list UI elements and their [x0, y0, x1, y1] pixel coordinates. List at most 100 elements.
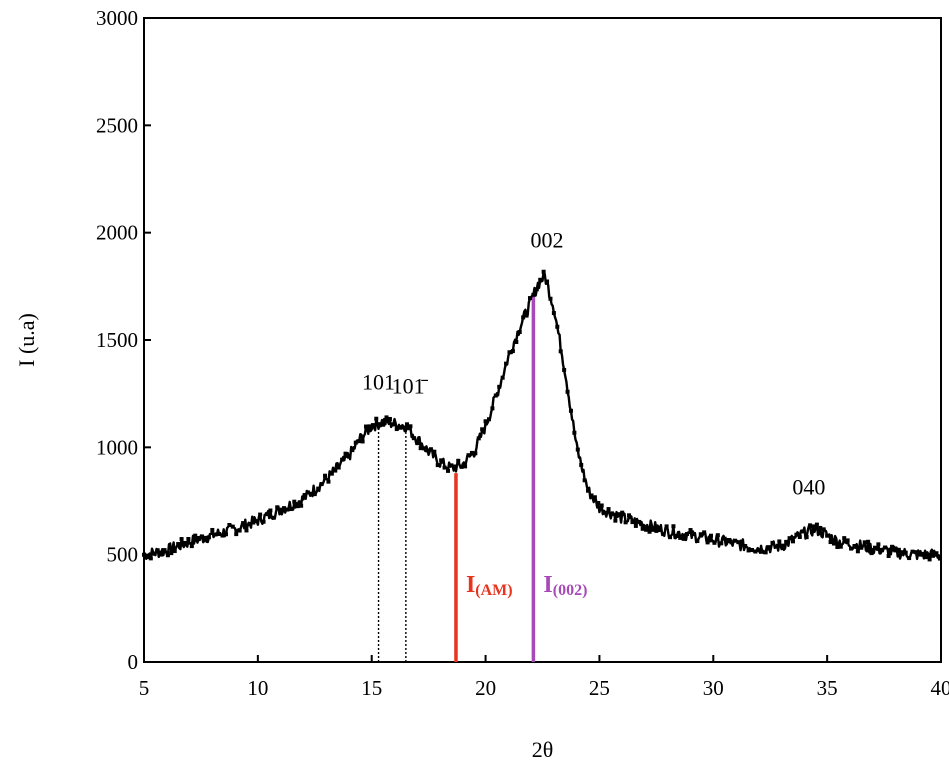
data-point [350, 448, 355, 453]
data-point [780, 543, 785, 548]
data-point [309, 491, 314, 496]
data-point [302, 493, 307, 498]
data-point [647, 529, 652, 534]
data-point [217, 531, 222, 536]
data-point [223, 532, 228, 537]
data-point [264, 512, 269, 517]
data-point [630, 520, 635, 525]
data-point [172, 549, 177, 554]
data-point [589, 493, 594, 498]
data-point [155, 548, 160, 553]
data-point [473, 451, 478, 456]
data-point [435, 463, 440, 468]
data-point [391, 422, 396, 427]
data-point [213, 532, 218, 537]
data-point [186, 536, 191, 541]
data-point [452, 464, 457, 469]
data-point [504, 361, 509, 366]
peak-label: 040 [792, 475, 825, 500]
data-point [575, 447, 580, 452]
data-point [869, 551, 874, 556]
data-point [425, 448, 430, 453]
data-point [756, 548, 761, 553]
data-point [364, 424, 369, 429]
data-point [623, 520, 628, 525]
data-point [917, 552, 922, 557]
data-point [282, 506, 287, 511]
data-point [872, 545, 877, 550]
data-point [176, 542, 181, 547]
series-line [143, 270, 943, 561]
intensity-line-label: I(002) [543, 572, 587, 599]
data-point [346, 454, 351, 459]
peak-label: 101̄ [392, 374, 429, 399]
data-point [258, 512, 263, 517]
data-point [681, 536, 686, 541]
data-point [565, 389, 570, 394]
data-point [524, 313, 529, 318]
data-point [285, 507, 290, 512]
data-point [814, 522, 819, 527]
data-point [459, 464, 464, 469]
data-point [456, 458, 461, 463]
data-point [247, 522, 252, 527]
data-point [357, 439, 362, 444]
data-point [370, 423, 375, 428]
x-tick-label: 35 [817, 676, 838, 700]
data-point [203, 535, 208, 540]
data-point [162, 548, 167, 553]
data-point [541, 269, 546, 274]
data-point [159, 552, 164, 557]
data-point [179, 537, 184, 542]
y-axis: 0 500 1000 1500 2000 2500 3000 [96, 6, 151, 674]
data-point [521, 315, 526, 320]
data-point [695, 539, 700, 544]
data-point [674, 533, 679, 538]
data-point [415, 441, 420, 446]
data-point [189, 544, 194, 549]
data-point [794, 532, 799, 537]
y-tick-label: 0 [128, 650, 139, 674]
data-point [493, 393, 498, 398]
x-tick-label: 5 [139, 676, 150, 700]
reference-lines: I(AM) I(002) [377, 294, 587, 662]
data-point [329, 471, 334, 476]
data-point [241, 521, 246, 526]
data-point [910, 549, 915, 554]
data-point [732, 538, 737, 543]
data-point [712, 540, 717, 545]
data-point [726, 538, 731, 543]
data-point [900, 550, 905, 555]
y-tick-label: 500 [107, 543, 139, 567]
data-point [654, 528, 659, 533]
data-point [510, 349, 515, 354]
data-point [237, 528, 242, 533]
data-point [169, 551, 174, 556]
data-point [691, 532, 696, 537]
data-point [463, 464, 468, 469]
data-point [739, 539, 744, 544]
data-point [811, 524, 816, 529]
data-point [661, 532, 666, 537]
data-point [551, 311, 556, 316]
data-point [715, 533, 720, 538]
data-point [251, 520, 256, 525]
data-point [374, 416, 379, 421]
data-point [538, 277, 543, 282]
data-point [606, 507, 611, 512]
data-point [428, 447, 433, 452]
data-point [719, 541, 724, 546]
data-point [746, 548, 751, 553]
data-point [422, 446, 427, 451]
data-point [866, 539, 871, 544]
data-point [234, 532, 239, 537]
data-point [760, 549, 765, 554]
data-point [572, 430, 577, 435]
data-point [367, 424, 372, 429]
data-point [244, 528, 249, 533]
data-point [394, 427, 399, 432]
data-point [671, 524, 676, 529]
x-tick-label: 40 [931, 676, 949, 700]
data-point [896, 547, 901, 552]
data-point [439, 458, 444, 463]
